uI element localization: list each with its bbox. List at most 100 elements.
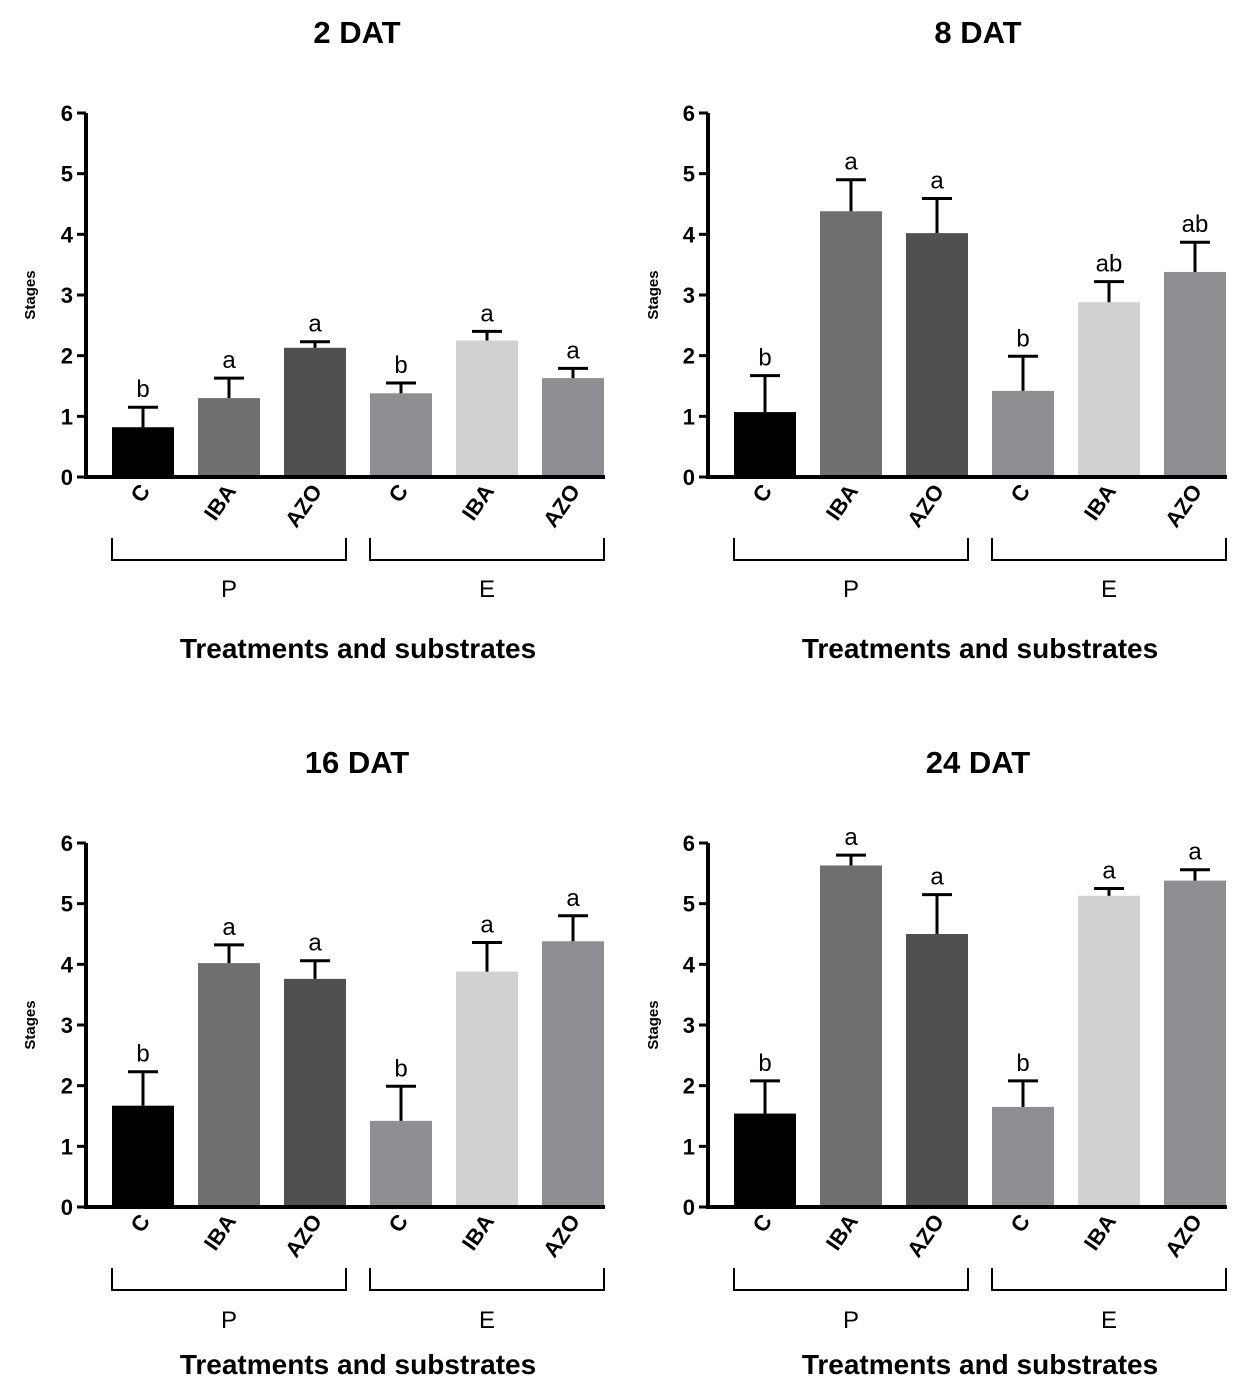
x-tick-label: C — [748, 1209, 778, 1236]
x-tick-label: IBA — [821, 479, 863, 524]
group-bracket — [111, 538, 347, 561]
bar — [734, 1113, 796, 1207]
x-tick-label: AZO — [280, 480, 327, 532]
y-tick-label: 3 — [683, 283, 695, 308]
bar — [820, 211, 882, 477]
x-tick-label: C — [1006, 479, 1036, 506]
significance-letter: ab — [1182, 211, 1209, 238]
x-tick-label: IBA — [1079, 1209, 1121, 1254]
y-tick-label: 0 — [683, 1195, 695, 1220]
x-axis-label: Treatments and substrates — [802, 633, 1158, 664]
x-tick-label: AZO — [1160, 1210, 1207, 1262]
bar — [198, 398, 260, 477]
bar — [1164, 880, 1226, 1207]
y-tick-label: 2 — [61, 344, 73, 369]
bar — [542, 378, 604, 477]
x-tick-label: C — [126, 479, 156, 506]
bar — [456, 340, 518, 477]
group-label: E — [1101, 1307, 1117, 1334]
y-tick-label: 3 — [61, 1013, 73, 1038]
y-tick-label: 1 — [683, 404, 695, 429]
significance-letter: b — [136, 1041, 149, 1068]
y-tick-label: 5 — [61, 162, 73, 187]
chart-title: 24 DAT — [926, 745, 1031, 780]
x-axis-label: Treatments and substrates — [180, 633, 536, 664]
bar — [284, 347, 346, 477]
x-tick-label: IBA — [821, 1209, 863, 1254]
significance-letter: ab — [1096, 251, 1123, 278]
significance-letter: b — [1016, 1050, 1029, 1077]
significance-letter: b — [394, 1055, 407, 1082]
group-bracket — [733, 538, 969, 561]
x-tick-label: C — [384, 479, 414, 506]
significance-letter: b — [758, 345, 771, 372]
bar — [198, 963, 260, 1207]
x-tick-label: C — [1006, 1209, 1036, 1236]
y-tick-label: 5 — [683, 892, 695, 917]
x-tick-label: AZO — [1160, 480, 1207, 532]
y-tick-label: 3 — [61, 283, 73, 308]
significance-letter: a — [566, 885, 580, 912]
x-tick-label: C — [748, 479, 778, 506]
bar — [992, 1106, 1054, 1207]
significance-letter: a — [844, 149, 858, 176]
y-tick-label: 0 — [683, 465, 695, 490]
y-axis-label: Stages — [22, 1000, 39, 1049]
group-label: P — [843, 1307, 859, 1334]
significance-letter: a — [308, 930, 322, 957]
y-tick-label: 2 — [61, 1074, 73, 1099]
significance-letter: a — [566, 337, 580, 364]
y-tick-label: 4 — [683, 952, 696, 977]
y-tick-label: 4 — [61, 952, 74, 977]
group-label: E — [479, 1307, 495, 1334]
x-tick-label: C — [384, 1209, 414, 1236]
significance-letter: a — [930, 864, 944, 891]
y-tick-label: 1 — [61, 404, 73, 429]
group-bracket — [369, 538, 605, 561]
y-tick-label: 3 — [683, 1013, 695, 1038]
group-bracket — [369, 1268, 605, 1291]
bar — [112, 1105, 174, 1207]
significance-letter: a — [480, 911, 494, 938]
group-label: P — [221, 1307, 237, 1334]
bar — [112, 427, 174, 477]
group-bracket — [991, 538, 1227, 561]
x-tick-label: C — [126, 1209, 156, 1236]
chart-panel: 16 DAT Stages b a a b a a 0 1 2 3 4 5 6 C IBA AZO C IBA AZO P… — [22, 745, 605, 1380]
bar — [1164, 271, 1226, 477]
y-tick-label: 1 — [61, 1134, 73, 1159]
significance-letter: a — [222, 347, 236, 374]
bar — [992, 390, 1054, 477]
y-tick-label: 4 — [683, 222, 696, 247]
x-tick-label: IBA — [457, 1209, 499, 1254]
y-tick-label: 4 — [61, 222, 74, 247]
significance-letter: a — [1188, 839, 1202, 866]
group-label: E — [479, 576, 495, 603]
significance-letter: a — [480, 300, 494, 327]
significance-letter: b — [394, 352, 407, 379]
y-axis-label: Stages — [645, 1000, 662, 1049]
y-tick-label: 6 — [61, 831, 73, 856]
x-tick-label: IBA — [199, 479, 241, 524]
x-tick-label: IBA — [199, 1209, 241, 1254]
bar — [542, 941, 604, 1207]
significance-letter: a — [222, 914, 236, 941]
y-tick-label: 6 — [683, 831, 695, 856]
x-tick-label: AZO — [280, 1210, 327, 1262]
y-tick-label: 1 — [683, 1134, 695, 1159]
chart-title: 2 DAT — [313, 15, 400, 50]
y-tick-label: 0 — [61, 465, 73, 490]
group-bracket — [991, 1268, 1227, 1291]
x-tick-label: AZO — [902, 480, 949, 532]
y-tick-label: 6 — [61, 101, 73, 126]
significance-letter: a — [844, 824, 858, 851]
y-tick-label: 2 — [683, 1074, 695, 1099]
bar — [820, 865, 882, 1207]
bar — [284, 978, 346, 1207]
chart-title: 16 DAT — [305, 745, 410, 780]
bar — [734, 412, 796, 477]
significance-letter: a — [1102, 858, 1116, 885]
y-axis-label: Stages — [22, 270, 39, 319]
x-tick-label: AZO — [902, 1210, 949, 1262]
